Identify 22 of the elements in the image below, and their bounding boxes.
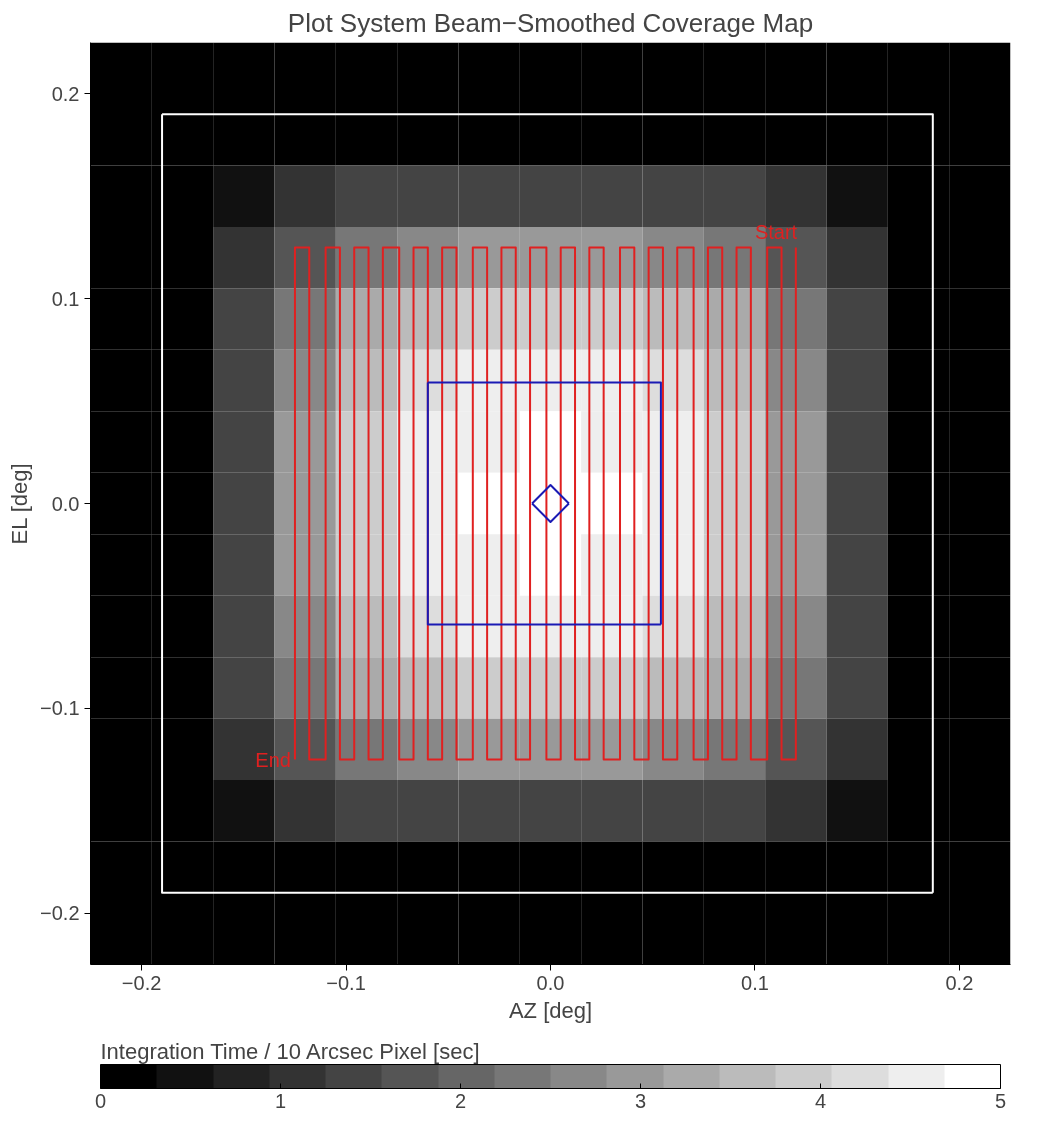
- x-tick-label: −0.2: [121, 971, 162, 994]
- x-tick-label: −0.1: [326, 971, 366, 994]
- color-bar-title: Integration Time / 10 Arcsec Pixel [sec]: [100, 1038, 480, 1064]
- color-bar-label: 3: [634, 1089, 647, 1112]
- y-tick-label: 0.2: [51, 82, 80, 105]
- y-tick-label: −0.2: [40, 902, 80, 925]
- annotation: End: [255, 748, 291, 771]
- y-tick-label: 0.0: [51, 492, 80, 515]
- color-bar-label: 0: [94, 1089, 107, 1112]
- x-axis-title: AZ [deg]: [508, 997, 593, 1023]
- color-bar-label: 1: [274, 1089, 287, 1112]
- color-bar-label: 4: [814, 1089, 827, 1112]
- x-tick-label: 0.1: [741, 971, 769, 994]
- y-axis-title: EL [deg]: [7, 463, 33, 545]
- x-tick-label: 0.0: [536, 971, 565, 994]
- chart-title: Plot System Beam−Smoothed Coverage Map: [287, 7, 814, 38]
- y-tick-label: −0.1: [40, 697, 80, 720]
- color-bar-label: 2: [454, 1089, 467, 1112]
- annotation: Start: [754, 221, 798, 244]
- color-bar-label: 5: [994, 1089, 1007, 1112]
- x-tick-label: 0.2: [945, 971, 974, 994]
- y-tick-label: 0.1: [51, 287, 80, 310]
